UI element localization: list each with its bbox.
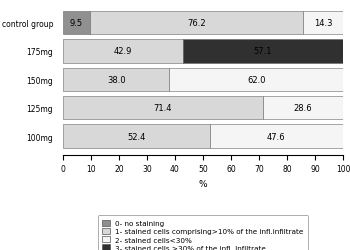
Bar bbox=[63, 97, 263, 120]
Text: 57.1: 57.1 bbox=[254, 47, 272, 56]
Legend: 0- no staining, 1- stained cells comprising>10% of the infl.infiltrate, 2- stain: 0- no staining, 1- stained cells compris… bbox=[98, 216, 308, 250]
Bar bbox=[63, 68, 169, 92]
Text: 52.4: 52.4 bbox=[127, 132, 146, 141]
X-axis label: %: % bbox=[199, 179, 207, 188]
Bar bbox=[303, 12, 343, 35]
Bar bbox=[63, 12, 90, 35]
Text: 47.6: 47.6 bbox=[267, 132, 286, 141]
Text: 38.0: 38.0 bbox=[107, 76, 126, 84]
Text: 9.5: 9.5 bbox=[70, 19, 83, 28]
Text: 28.6: 28.6 bbox=[294, 104, 312, 113]
Bar bbox=[63, 125, 210, 148]
Bar bbox=[263, 97, 343, 120]
Bar bbox=[183, 40, 343, 63]
Text: 71.4: 71.4 bbox=[154, 104, 172, 113]
Bar bbox=[169, 68, 343, 92]
Text: 62.0: 62.0 bbox=[247, 76, 265, 84]
Text: 42.9: 42.9 bbox=[114, 47, 132, 56]
Text: 76.2: 76.2 bbox=[187, 19, 205, 28]
Text: 14.3: 14.3 bbox=[314, 19, 332, 28]
Bar bbox=[63, 40, 183, 63]
Bar bbox=[90, 12, 303, 35]
Bar bbox=[210, 125, 343, 148]
